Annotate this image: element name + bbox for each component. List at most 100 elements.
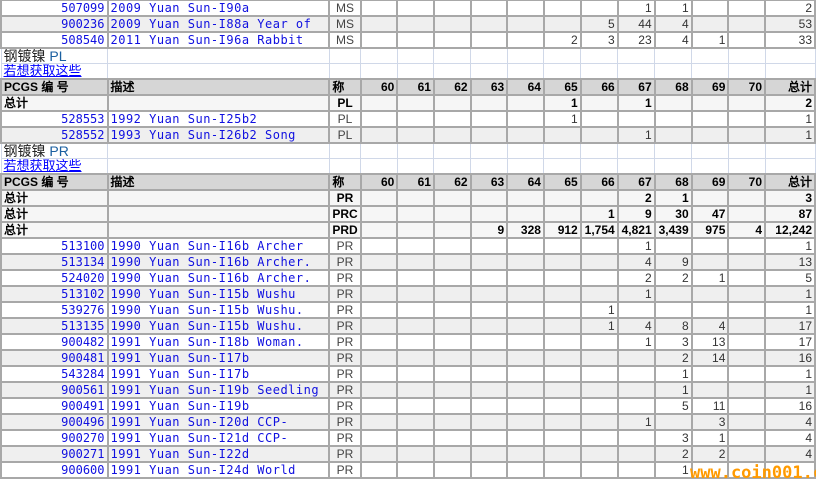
grade-count-cell [727,317,767,335]
description-link[interactable]: 1991 Yuan Sun-I19b Seedling [106,381,331,399]
pcgs-number-link[interactable]: 539276 [0,301,109,319]
grade-count-cell [432,31,472,49]
grade-count-cell: 1 [690,269,730,287]
grade-count-cell [616,429,656,447]
grade-count-cell: 2 [616,269,656,287]
grade-count-cell: 3 [653,333,693,351]
column-header-total: 总计 [764,173,816,191]
pcgs-number-link[interactable]: 513102 [0,285,109,303]
pcgs-number-link[interactable]: 528552 [0,126,109,144]
description-link[interactable]: 1990 Yuan Sun-I16b Archer [106,237,331,255]
grade-count-cell: 3,439 [653,221,693,239]
pcgs-number-link[interactable]: 513100 [0,237,109,255]
description-link[interactable]: 1991 Yuan Sun-I22d [106,445,331,463]
pcgs-number-link[interactable]: 900270 [0,429,109,447]
grade-count-cell: 1 [653,0,693,17]
grade-count-cell [542,445,582,463]
pcgs-number-link[interactable]: 508540 [0,31,109,49]
description-link[interactable]: 1991 Yuan Sun-I18b Woman. [106,333,331,351]
description-link[interactable]: 2011 Yuan Sun-I96a Rabbit [106,31,331,49]
get-info-link[interactable]: 若想获取这些 [0,158,108,175]
grade-count-cell [727,413,767,431]
grade-count-cell [469,94,509,112]
column-header-grade: 64 [506,78,545,96]
pcgs-number-link[interactable]: 900481 [0,349,109,367]
description-link[interactable]: 1991 Yuan Sun-I24d World [106,461,331,479]
empty-cell [727,47,766,64]
description-link[interactable]: 1990 Yuan Sun-I15b Wushu [106,285,331,303]
grade-count-cell: 1 [690,429,730,447]
description-link[interactable]: 1992 Yuan Sun-I25b2 [106,110,331,128]
empty-cell [617,63,656,80]
total-cell: 12,242 [764,221,816,239]
grade-count-cell [542,317,582,335]
pcgs-number-link[interactable]: 543284 [0,365,109,383]
pcgs-number-link[interactable]: 900600 [0,461,109,479]
description-link[interactable]: 1990 Yuan Sun-I15b Wushu. [106,317,331,335]
description-link[interactable]: 1993 Yuan Sun-I26b2 Song [106,126,331,144]
pcgs-number-link[interactable]: 900236 [0,15,109,33]
description-link[interactable]: 1991 Yuan Sun-I17b [106,365,331,383]
grade-count-cell [396,205,435,223]
empty-cell [328,63,362,80]
pcgs-number-link[interactable]: 900491 [0,397,109,415]
total-cell: 16 [764,349,816,367]
designation-cell: MS [328,31,362,49]
grade-count-cell: 975 [690,221,730,239]
empty-cell [543,47,582,64]
pcgs-number-link[interactable]: 900271 [0,445,109,463]
description-link[interactable]: 1990 Yuan Sun-I16b Archer. [106,269,331,287]
grade-count-cell [579,94,619,112]
pcgs-number-link[interactable]: 900482 [0,333,109,351]
pcgs-number-link[interactable]: 524020 [0,269,109,287]
grade-count-cell [506,365,545,383]
description-link[interactable]: 1990 Yuan Sun-I16b Archer. [106,253,331,271]
grade-count-cell [690,94,730,112]
grade-count-cell [506,349,545,367]
pcgs-number-link[interactable]: 513134 [0,253,109,271]
grade-count-cell [727,269,767,287]
grade-count-cell [396,365,435,383]
grade-count-cell [579,253,619,271]
empty-cell [328,158,362,175]
total-cell: 33 [764,31,816,49]
description-link[interactable]: 1991 Yuan Sun-I21d CCP- [106,429,331,447]
description-link[interactable]: 1991 Yuan Sun-I17b [106,349,331,367]
pcgs-number-link[interactable]: 528553 [0,110,109,128]
grade-count-cell: 328 [506,221,545,239]
total-cell: 1 [764,381,816,399]
total-cell: 1 [764,237,816,255]
pcgs-number-link[interactable]: 900496 [0,413,109,431]
pcgs-number-link[interactable]: 507099 [0,0,109,17]
grade-count-cell [542,0,582,17]
grade-count-cell [506,397,545,415]
description-link[interactable]: 1991 Yuan Sun-I20d CCP- [106,413,331,431]
column-header-grade: 60 [359,173,399,191]
empty-cell [360,158,398,175]
description-link[interactable]: 2009 Yuan Sun-I90a [106,0,331,17]
get-info-link[interactable]: 若想获取这些 [0,63,108,80]
grade-count-cell [542,333,582,351]
grade-count-cell [432,461,472,479]
description-link[interactable]: 1990 Yuan Sun-I15b Wushu. [106,301,331,319]
pcgs-number-link[interactable]: 513135 [0,317,109,335]
grade-count-cell [727,0,767,17]
pcgs-number-link[interactable]: 900561 [0,381,109,399]
section-metal: 钢镀镍 [3,143,46,159]
empty-cell [106,205,331,223]
description-link[interactable]: 1991 Yuan Sun-I19b [106,397,331,415]
grade-count-cell [506,31,545,49]
grade-count-cell: 1 [616,413,656,431]
empty-cell [106,189,331,207]
grade-count-cell [469,269,509,287]
grade-count-cell [506,94,545,112]
empty-cell [107,142,330,159]
empty-cell [328,142,362,159]
grade-count-cell [432,381,472,399]
grade-count-cell [579,381,619,399]
grade-count-cell [359,381,399,399]
designation-cell: PR [328,349,362,367]
description-link[interactable]: 2009 Yuan Sun-I88a Year of [106,15,331,33]
grade-count-cell: 4 [727,221,767,239]
grade-count-cell [359,189,399,207]
